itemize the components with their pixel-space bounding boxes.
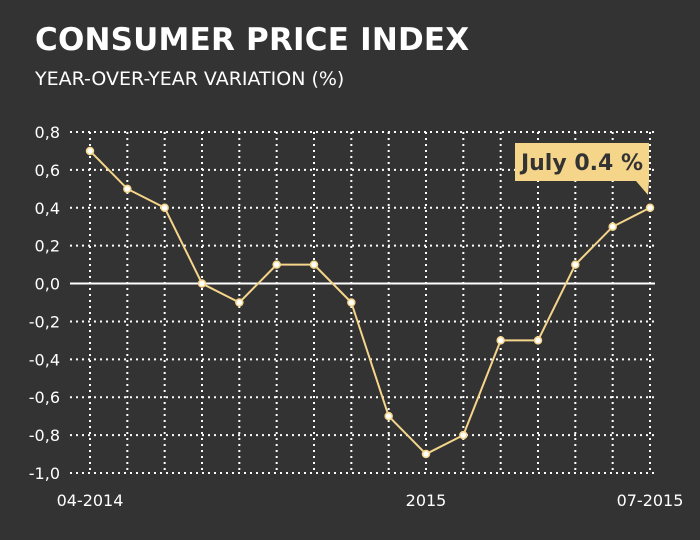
grid-lines [70,131,655,474]
y-tick-label: 0,4 [35,199,60,218]
data-point [608,222,617,231]
data-point [533,336,543,345]
data-point [197,279,207,288]
x-tick-label: 04-2014 [57,491,124,510]
x-tick-label: 07-2015 [617,491,684,510]
data-point [496,336,505,345]
value-callout: July 0.4 % [515,143,649,195]
series-line [89,150,651,456]
chart-title: CONSUMER PRICE INDEX [35,22,470,58]
y-tick-label: -0,6 [29,388,60,407]
data-point [347,298,356,307]
y-tick-label: -1,0 [29,464,60,483]
data-point [123,184,132,194]
data-point [384,411,393,421]
data-point [85,146,95,156]
y-tick-label: -0,4 [29,350,60,369]
data-point [272,260,281,269]
callout-label: July 0.4 % [519,151,643,176]
x-axis-labels: 04-2014 2015 07-2015 [57,491,684,510]
data-point [160,203,169,213]
y-axis-labels: 0,8 0,6 0,4 0,2 0,0 -0,2 -0,4 -0,6 -0,8 -1,0 [29,123,60,483]
y-tick-label: 0,2 [35,237,60,256]
y-tick-label: 0,6 [35,161,60,180]
y-tick-label: 0,8 [35,123,60,142]
data-point [571,260,580,269]
data-points [85,146,655,459]
y-tick-label: 0,0 [35,275,60,294]
data-point [421,449,431,459]
data-point [645,203,655,213]
data-point [459,430,468,440]
y-tick-label: -0,8 [29,426,60,445]
data-point [235,298,244,307]
y-tick-label: -0,2 [29,312,60,331]
chart-subtitle: YEAR-OVER-YEAR VARIATION (%) [35,68,345,90]
series-line-group [89,150,651,456]
callout-box [515,143,649,195]
x-tick-label: 2015 [406,491,447,510]
data-point [309,260,319,269]
